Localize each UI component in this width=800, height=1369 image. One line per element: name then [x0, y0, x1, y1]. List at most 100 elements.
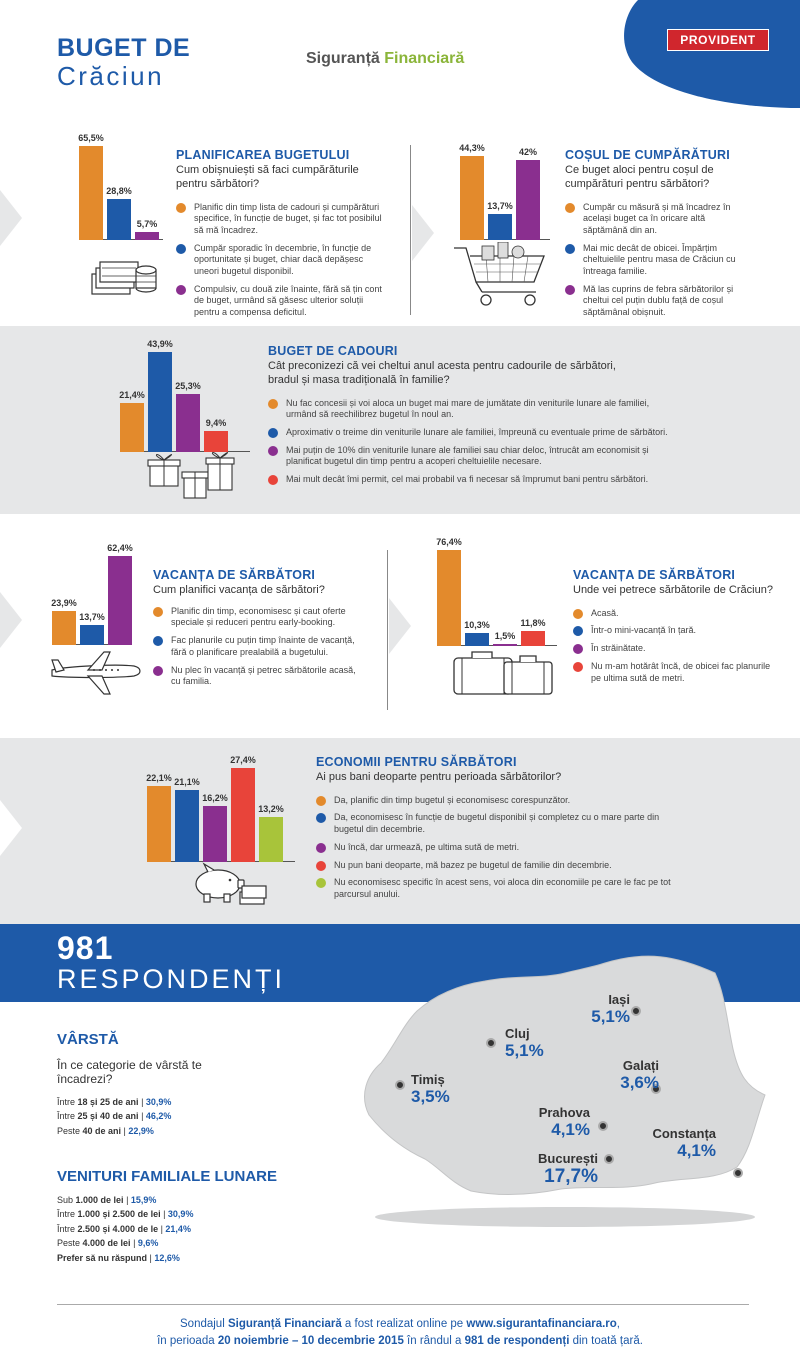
income-row: Peste 4.000 de lei | 9,6% — [57, 1236, 357, 1250]
blue-dot-icon — [316, 813, 326, 824]
city-timis: Timiș 3,5% — [411, 1072, 450, 1107]
option-text: Mai mic decât de obicei. Împărțim cheltu… — [583, 242, 736, 276]
chart-data-label: 25,3% — [175, 381, 201, 391]
cadouri-question: Cât preconizezi că vei cheltui anul aces… — [268, 360, 616, 386]
option-item: Nu m-am hotărât încă, de obicei fac plan… — [573, 661, 773, 684]
row-sep: | — [147, 1252, 155, 1263]
chart-bar — [259, 817, 283, 862]
chart-data-label: 23,9% — [51, 598, 77, 608]
chart-data-label: 27,4% — [230, 755, 256, 765]
page-title: BUGET DE Crăciun — [57, 34, 191, 90]
purple-dot-icon — [176, 284, 186, 295]
option-text: Nu pun bani deoparte, mă bazez pe bugetu… — [334, 859, 612, 870]
city-value: 17,7% — [544, 1166, 598, 1187]
section-arrow — [0, 190, 22, 246]
piggy-bank-icon — [195, 862, 267, 905]
option-text: Acasă. — [591, 607, 619, 618]
cos-question: Ce buget aloci pentru coșul de cumpărătu… — [565, 164, 714, 190]
footer-part: din toată țară. — [569, 1334, 643, 1347]
row-value: 9,6% — [137, 1238, 159, 1249]
row-label: 25 și 40 de ani — [77, 1111, 139, 1122]
purple-dot-icon — [153, 665, 163, 676]
chart-bar — [52, 611, 76, 645]
blue-dot-icon — [153, 636, 163, 647]
city-constanta: Constanța 4,1% — [628, 1126, 716, 1161]
option-text: Planific din timp lista de cadouri și cu… — [194, 201, 382, 235]
row-prefix: Peste — [57, 1125, 83, 1136]
title-line1: BUGET DE — [57, 34, 191, 62]
vacanta2-chart: 76,4% 10,3% 1,5% 11,8% — [436, 534, 557, 646]
option-text: Da, planific din timp bugetul și economi… — [334, 794, 571, 805]
option-text: Da, economisesc în funcție de bugetul di… — [334, 812, 660, 835]
option-text: Compulsiv, cu două zile înainte, fără să… — [194, 283, 382, 317]
economii-text: ECONOMII PENTRU SĂRBĂTORI Ai pus bani de… — [316, 755, 676, 907]
option-item: Planific din timp lista de cadouri și cu… — [176, 202, 386, 237]
chart-data-label: 9,4% — [205, 418, 227, 428]
option-text: Aproximativ o treime din veniturile luna… — [286, 426, 668, 437]
footer-part: în rândul a — [403, 1334, 465, 1347]
chart-data-label: 21,4% — [119, 390, 145, 400]
footer-line1: Sondajul Siguranță Financiară a fost rea… — [0, 1316, 800, 1333]
city-name: Cluj — [505, 1026, 530, 1041]
footer-divider — [57, 1304, 749, 1305]
header-blob — [624, 0, 800, 108]
chart-data-label: 16,2% — [202, 793, 228, 803]
city-dot-icon — [395, 1080, 405, 1090]
chart-data-label: 62,4% — [107, 543, 133, 553]
row-prefix: Sub — [57, 1195, 76, 1205]
chart-bar — [204, 431, 228, 452]
cadouri-options: Nu fac concesii și voi aloca un buget ma… — [268, 398, 668, 486]
cos-chart: 44,3% 13,7% 42% — [459, 140, 550, 240]
row-sep: | — [138, 1096, 146, 1107]
vacanta2-title: VACANȚA DE SĂRBĂTORI — [573, 568, 736, 582]
cadouri-chart: 21,4% 43,9% 25,3% 9,4% — [119, 336, 250, 452]
city-value: 4,1% — [677, 1141, 716, 1160]
option-text: Fac planurile cu puțin timp înainte de v… — [171, 635, 355, 657]
respondents-number: 981 — [57, 930, 114, 966]
city-iasi: Iași 5,1% — [580, 992, 630, 1027]
row-sep: | — [121, 1125, 129, 1136]
orange-dot-icon — [176, 202, 186, 213]
footer-part: , — [616, 1318, 620, 1330]
chart-bar — [80, 625, 104, 645]
row-sep: | — [123, 1195, 131, 1205]
blue-dot-icon — [573, 626, 583, 637]
row-sep: | — [158, 1223, 166, 1234]
city-name: Galați — [622, 1058, 659, 1073]
red-dot-icon — [316, 860, 326, 871]
economii-band — [0, 738, 800, 924]
row-value: 30,9% — [145, 1096, 172, 1107]
cos-options: Cumpăr cu măsură și mă încadrez în acela… — [565, 202, 745, 319]
vacanta1-options: Planific din timp, economisesc și caut o… — [153, 606, 363, 688]
brand-part2: Financiară — [384, 50, 465, 67]
chart-data-label: 1,5% — [494, 631, 516, 641]
chart-bar — [120, 403, 144, 452]
chart-data-label: 10,3% — [464, 620, 490, 630]
provident-logo-text: PROVIDENT — [680, 33, 756, 47]
option-item: În străinătate. — [573, 643, 773, 655]
option-item: Compulsiv, cu două zile înainte, fără să… — [176, 284, 386, 319]
option-item: Nu fac concesii și voi aloca un buget ma… — [268, 398, 668, 421]
red-dot-icon — [573, 661, 583, 672]
brand-name: Siguranță Financiară — [306, 50, 464, 68]
footer-link[interactable]: www.sigurantafinanciara.ro — [466, 1318, 617, 1330]
chart-bar — [176, 394, 200, 452]
vacanta1-text: VACANȚA DE SĂRBĂTORI Cum planifici vacan… — [153, 568, 363, 694]
section-arrow — [412, 205, 434, 261]
footer-line2: în perioada 20 noiembrie – 10 decembrie … — [0, 1333, 800, 1350]
planificare-question: Cum obișnuiești să faci cumpărăturile pe… — [176, 164, 359, 190]
cos-text: COȘUL DE CUMPĂRĂTURI Ce buget aloci pent… — [565, 148, 745, 325]
city-galati: Galați 3,6% — [604, 1058, 659, 1093]
city-cluj: Cluj 5,1% — [505, 1026, 544, 1061]
chart-data-label: 43,9% — [147, 339, 173, 349]
orange-dot-icon — [316, 795, 326, 806]
row-prefix: Între — [57, 1209, 78, 1220]
vacanta1-chart: 23,9% 13,7% 62,4% — [51, 540, 133, 645]
city-value: 4,1% — [551, 1120, 590, 1139]
row-prefix: Între — [57, 1096, 78, 1107]
chart-bar — [135, 232, 159, 240]
chart-data-label: 13,2% — [258, 804, 284, 814]
city-value: 5,1% — [505, 1041, 544, 1060]
option-text: Cumpăr cu măsură și mă încadrez în acela… — [583, 201, 731, 235]
vacanta2-text: VACANȚA DE SĂRBĂTORI Unde vei petrece să… — [573, 568, 773, 690]
